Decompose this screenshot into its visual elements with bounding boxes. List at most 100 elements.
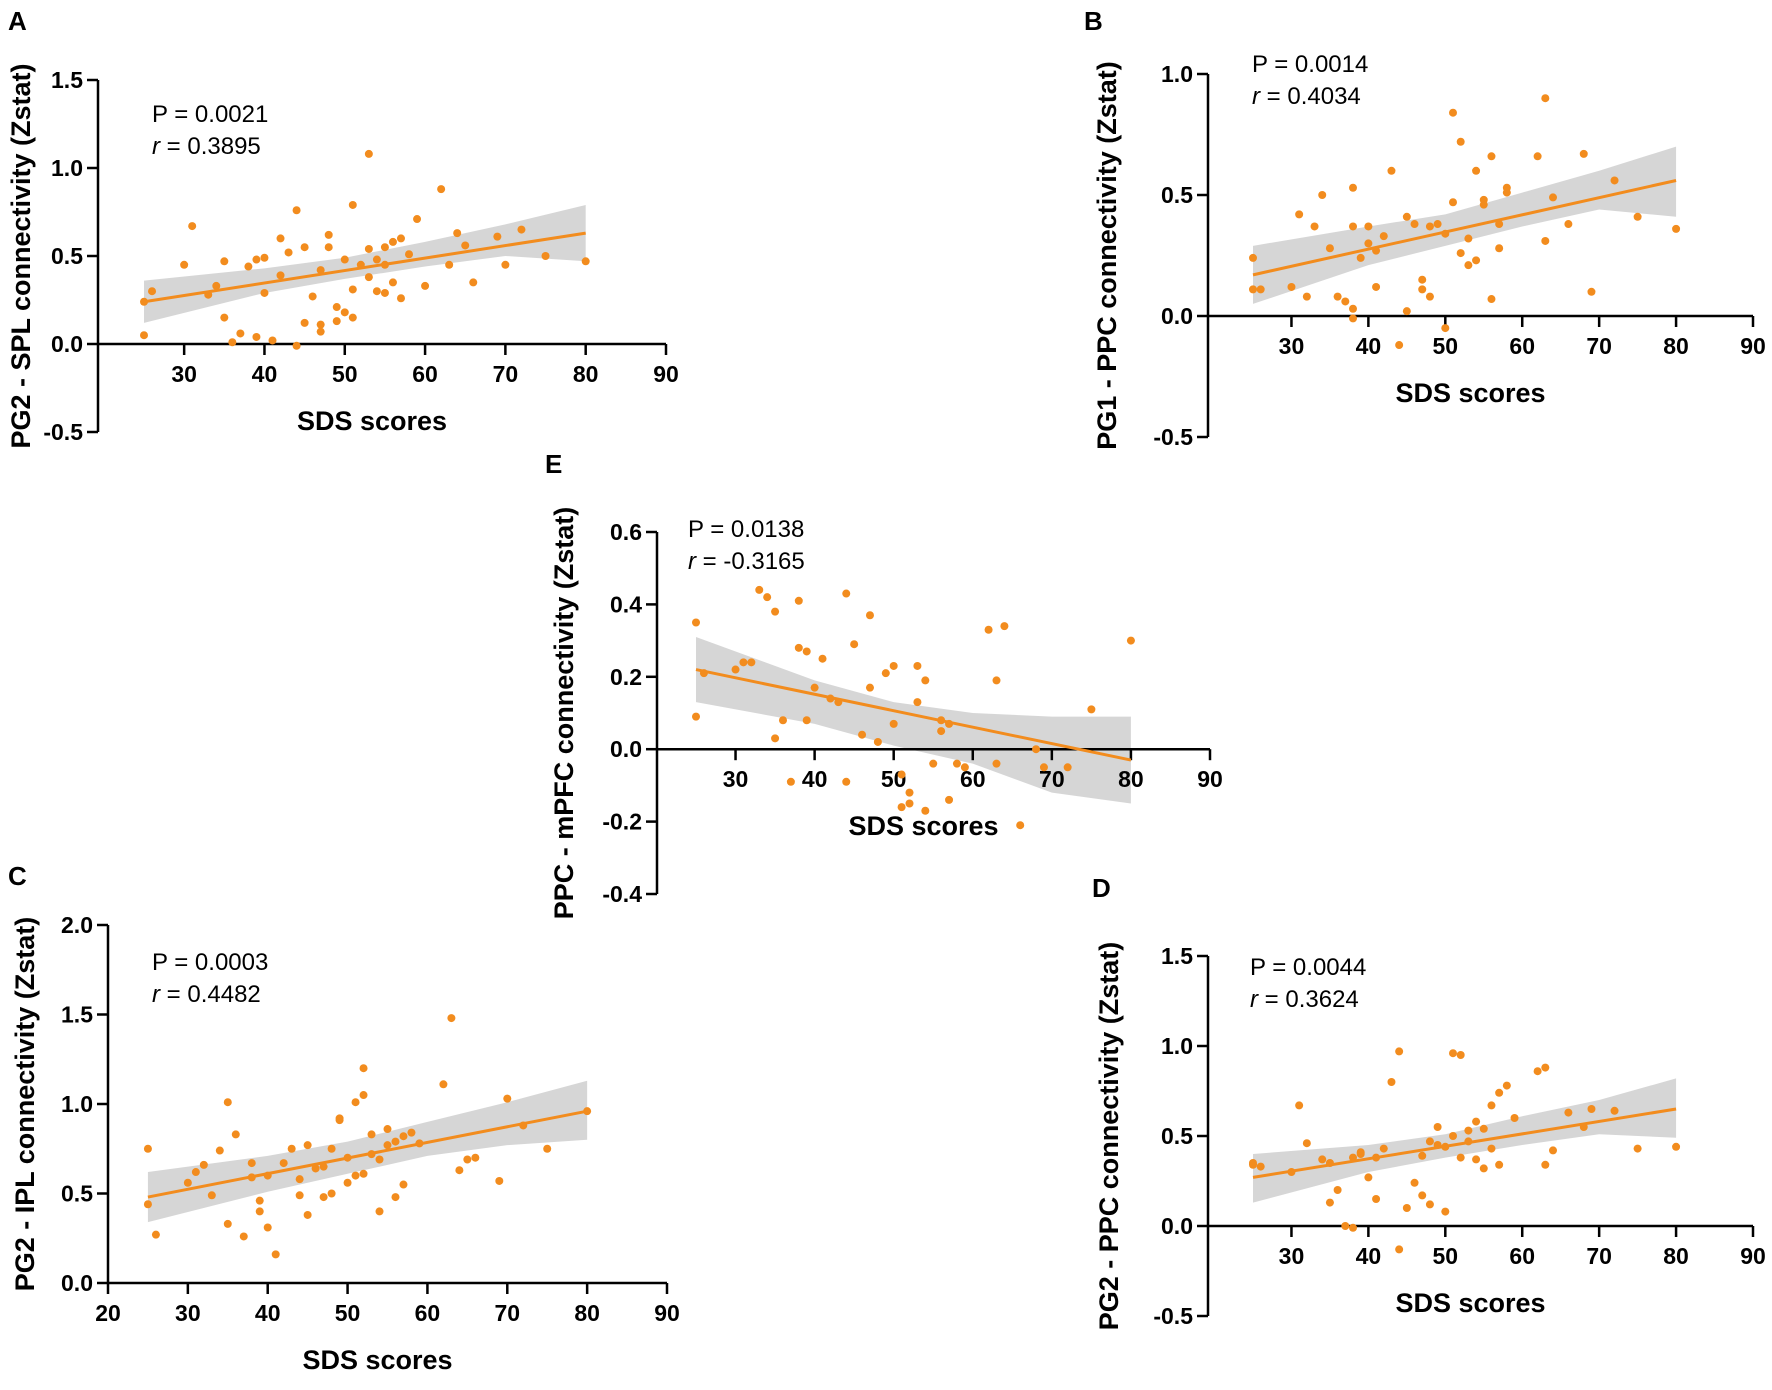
data-point [463, 1155, 472, 1164]
data-point [1464, 1126, 1473, 1135]
r-value-text: r = 0.4482 [152, 981, 261, 1008]
data-point [842, 777, 851, 786]
data-point [383, 1125, 392, 1134]
data-point [215, 1146, 224, 1155]
data-point [1449, 108, 1457, 117]
data-point [1402, 212, 1411, 221]
p-value-text: P = 0.0014 [1252, 51, 1368, 78]
data-point [1472, 256, 1481, 265]
y-tick-label: 1.0 [1161, 61, 1193, 87]
data-point [519, 1121, 528, 1130]
data-point [1425, 1200, 1434, 1209]
data-point [445, 260, 454, 269]
data-point [1372, 246, 1381, 255]
r-value: = -0.3165 [696, 548, 805, 575]
data-point [447, 1014, 456, 1023]
y-tick-label: 0.2 [610, 664, 642, 690]
data-point [739, 658, 748, 667]
data-point [501, 260, 510, 269]
data-point [252, 255, 261, 264]
data-point [375, 1207, 384, 1216]
data-point [1587, 287, 1596, 296]
y-tick-label: 1.5 [51, 67, 83, 93]
data-point [1502, 1081, 1511, 1090]
data-point [1395, 1047, 1404, 1056]
data-point [223, 1098, 232, 1107]
data-point [692, 618, 700, 627]
data-point [332, 303, 341, 312]
data-point [383, 1141, 392, 1150]
data-point [471, 1153, 480, 1162]
data-point [1349, 183, 1357, 192]
data-point [151, 1230, 160, 1239]
data-point [1418, 285, 1427, 294]
x-tick-label: 50 [332, 361, 358, 387]
data-point [1487, 1101, 1496, 1110]
y-tick-label: 0.0 [61, 1270, 93, 1296]
data-point [295, 1175, 304, 1184]
confidence-band [144, 204, 586, 323]
data-point [1610, 176, 1619, 185]
data-point [543, 1144, 552, 1153]
data-point [1464, 261, 1473, 270]
data-point [1541, 1063, 1550, 1072]
chart-panel-a: A -0.5 0.0 0.5 1.0 1.5 30 40 50 60 70 80 90 SDS score… [6, 6, 679, 449]
x-tick-label: 90 [654, 1300, 680, 1326]
data-point [699, 669, 708, 678]
data-point [1564, 220, 1573, 229]
data-point [220, 313, 229, 322]
y-tick-label: 0.6 [610, 519, 642, 545]
data-point [308, 292, 317, 301]
data-point [236, 329, 245, 338]
data-point [763, 593, 772, 602]
y-tick-label: 0.5 [51, 243, 83, 269]
y-tick-label: 2.0 [61, 912, 93, 938]
x-tick-label: 80 [1663, 1243, 1689, 1269]
y-tick-label: 1.0 [51, 155, 83, 181]
data-point [319, 1193, 328, 1202]
regression-line [1252, 1107, 1677, 1179]
data-point [413, 215, 422, 224]
data-point [391, 1137, 400, 1146]
data-point [945, 719, 954, 728]
y-tick-label: 0.0 [610, 736, 642, 762]
data-point [348, 200, 357, 209]
r-value-text: r = 0.3624 [1250, 986, 1359, 1013]
data-point [1487, 1144, 1496, 1153]
data-point [1441, 1207, 1450, 1216]
data-point [348, 285, 357, 294]
data-point [1541, 236, 1550, 245]
x-axis-title: SDS scores [848, 811, 998, 841]
y-tick-label: -0.5 [1153, 424, 1193, 450]
data-point [1356, 1150, 1365, 1158]
data-point [937, 727, 946, 736]
data-point [380, 288, 389, 297]
data-point [143, 1144, 152, 1153]
data-point [340, 308, 349, 317]
data-point [1087, 705, 1096, 714]
data-point [992, 759, 1001, 768]
data-point [1633, 212, 1642, 221]
y-axis-title: PG1 - PPC connectivity (Zstat) [1092, 61, 1122, 450]
panel-letter: E [545, 449, 562, 479]
data-point [1325, 1159, 1334, 1167]
data-point [327, 1144, 336, 1153]
data-point [469, 278, 478, 287]
data-point [255, 1196, 264, 1205]
data-point [324, 243, 333, 252]
data-point [255, 1207, 264, 1216]
data-point [148, 287, 157, 296]
data-point [1126, 636, 1135, 645]
data-point [375, 1155, 384, 1164]
data-point [1610, 1106, 1619, 1115]
data-point [1000, 622, 1009, 631]
data-point [1063, 763, 1072, 772]
data-point [405, 250, 414, 259]
x-tick-label: 40 [1356, 1243, 1382, 1269]
data-point [1456, 249, 1465, 258]
panel-letter: D [1092, 873, 1111, 903]
data-point [1318, 1155, 1327, 1164]
y-tick-label: -0.5 [1153, 1303, 1193, 1329]
data-point [421, 281, 430, 290]
x-axis-title: SDS scores [1395, 378, 1545, 408]
